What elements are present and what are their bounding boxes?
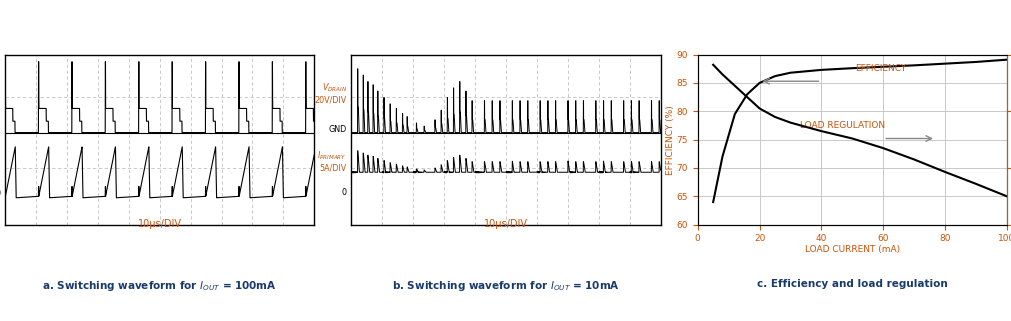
Text: 10μs/DIV: 10μs/DIV — [483, 219, 528, 229]
Text: $V_{DRAIN}$
20V/DIV: $V_{DRAIN}$ 20V/DIV — [314, 81, 347, 105]
Text: EFFICIENCY: EFFICIENCY — [854, 64, 906, 73]
Text: 0: 0 — [342, 187, 347, 196]
Text: $I_{PRIMARY}$
5A/DIV: $I_{PRIMARY}$ 5A/DIV — [316, 149, 347, 173]
Y-axis label: EFFICIENCY (%): EFFICIENCY (%) — [665, 105, 674, 175]
Text: a. Switching waveform for $I_{OUT}$ = 100mA: a. Switching waveform for $I_{OUT}$ = 10… — [42, 279, 277, 293]
Text: 10μs/DIV: 10μs/DIV — [137, 219, 182, 229]
Text: GND: GND — [329, 125, 347, 134]
Text: b. Switching waveform for $I_{OUT}$ = 10mA: b. Switching waveform for $I_{OUT}$ = 10… — [391, 279, 620, 293]
Text: LOAD REGULATION: LOAD REGULATION — [799, 121, 884, 130]
X-axis label: LOAD CURRENT (mA): LOAD CURRENT (mA) — [804, 245, 899, 254]
Text: c. Efficiency and load regulation: c. Efficiency and load regulation — [756, 279, 946, 289]
